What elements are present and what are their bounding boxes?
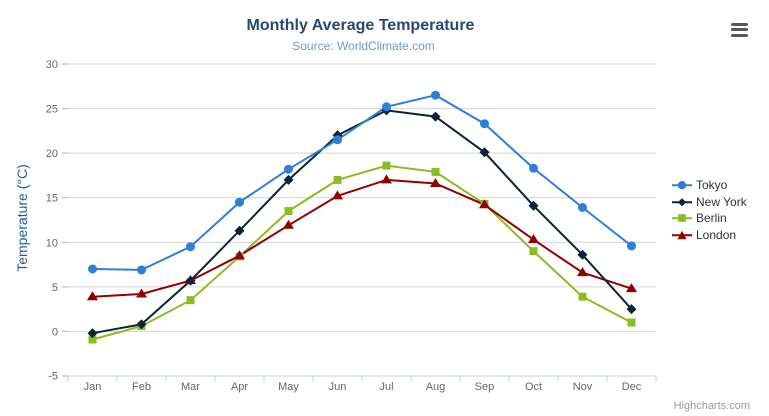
svg-text:0: 0 bbox=[52, 326, 58, 338]
svg-text:30: 30 bbox=[46, 59, 58, 71]
svg-text:10: 10 bbox=[46, 237, 58, 249]
svg-text:25: 25 bbox=[46, 104, 58, 116]
svg-text:Sep: Sep bbox=[475, 381, 495, 393]
svg-text:20: 20 bbox=[46, 148, 58, 160]
svg-text:Feb: Feb bbox=[132, 381, 151, 393]
svg-text:Mar: Mar bbox=[181, 381, 200, 393]
svg-text:Dec: Dec bbox=[622, 381, 642, 393]
svg-text:May: May bbox=[278, 381, 299, 393]
svg-text:Jan: Jan bbox=[84, 381, 102, 393]
svg-text:Aug: Aug bbox=[426, 381, 446, 393]
svg-text:5: 5 bbox=[52, 282, 58, 294]
svg-text:Apr: Apr bbox=[231, 381, 248, 393]
svg-text:Oct: Oct bbox=[525, 381, 542, 393]
svg-text:-5: -5 bbox=[48, 371, 58, 383]
svg-text:Jun: Jun bbox=[329, 381, 347, 393]
svg-text:15: 15 bbox=[46, 193, 58, 205]
svg-text:Nov: Nov bbox=[573, 381, 593, 393]
svg-text:Jul: Jul bbox=[379, 381, 393, 393]
